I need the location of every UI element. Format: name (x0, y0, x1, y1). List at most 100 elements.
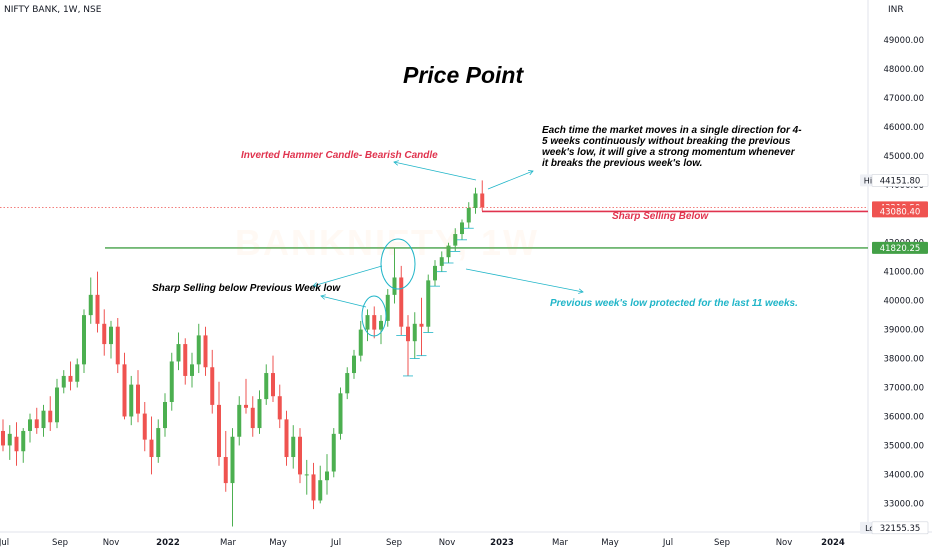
price-tick-label: 48000.00 (883, 65, 924, 75)
chart-title-annotation: Price Point (403, 62, 524, 88)
candle (129, 375, 134, 426)
time-tick-label: Mar (220, 538, 237, 548)
candle (61, 370, 66, 394)
candle (284, 410, 289, 466)
price-badge-value: 44151.80 (880, 176, 921, 186)
candle (358, 320, 363, 362)
candle (230, 428, 235, 527)
candle (163, 393, 167, 437)
time-tick-label: 2022 (156, 538, 180, 548)
arrow-to-sharp-selling (312, 265, 383, 288)
candle (257, 390, 262, 434)
candle (203, 326, 208, 376)
time-tick-label: May (269, 538, 287, 548)
candle (14, 422, 19, 466)
candle (318, 465, 323, 504)
candle (446, 242, 451, 263)
candle (95, 271, 100, 333)
price-tick-label: 35000.00 (883, 441, 924, 451)
price-tick-label: 38000.00 (883, 355, 924, 365)
time-tick-label: May (601, 538, 619, 548)
time-tick-label: 2023 (490, 538, 514, 548)
candle (311, 462, 316, 510)
price-tick-label: 46000.00 (883, 123, 924, 133)
time-tick-label: 2024 (821, 538, 845, 548)
candle (325, 454, 329, 495)
currency-label: INR (888, 5, 904, 15)
price-tick-label: 36000.00 (883, 412, 924, 422)
candle (406, 315, 410, 376)
candle (48, 396, 53, 431)
time-tick-label: Jul (0, 538, 9, 548)
price-tick-label: 34000.00 (883, 470, 924, 480)
price-badge-value: 32155.35 (880, 524, 921, 534)
symbol-header: NIFTY BANK, 1W, NSE (4, 5, 102, 15)
candle (419, 297, 424, 356)
prev-week-protected-label: Previous week's low protected for the la… (550, 298, 798, 309)
candle (392, 248, 397, 304)
candle (210, 349, 215, 414)
candle (433, 260, 437, 287)
time-tick-label: Nov (776, 538, 793, 548)
candle (196, 323, 201, 374)
candle (190, 352, 194, 388)
arrow-to-hammer-label (393, 160, 477, 181)
candle (75, 358, 80, 388)
candle (277, 384, 282, 429)
candle (115, 318, 120, 374)
candle (41, 404, 46, 437)
momentum-note: Each time the market moves in a single d… (542, 125, 802, 169)
candle (156, 419, 161, 463)
candle (365, 309, 370, 342)
price-tick-label: 47000.00 (883, 94, 924, 104)
watermark: BANKNIFTY, 1W (235, 222, 539, 263)
candle (1, 419, 5, 452)
candle (176, 332, 181, 371)
price-tick-label: 37000.00 (883, 384, 924, 394)
price-badge (871, 174, 929, 187)
candle (264, 364, 269, 405)
price-tick-label: 40000.00 (883, 297, 924, 307)
candle (68, 361, 73, 391)
candle (82, 309, 86, 374)
candle (55, 378, 59, 429)
candle (460, 219, 464, 240)
time-tick-label: Jul (330, 538, 341, 548)
candle (21, 428, 26, 463)
candle (379, 315, 383, 345)
candle (136, 370, 140, 423)
sharp-selling-prev-week-label: Sharp Selling below Previous Week low (152, 283, 341, 294)
time-tick-label: Sep (714, 538, 730, 548)
candle (122, 352, 127, 420)
candle (109, 320, 113, 359)
inverted-hammer-label: Inverted Hammer Candle- Bearish Candle (241, 150, 438, 161)
candle (480, 180, 485, 211)
time-tick-label: Sep (52, 538, 68, 548)
candle (102, 309, 107, 356)
price-badge-value: 41820.25 (880, 244, 921, 254)
arrow-to-note (487, 170, 534, 190)
candle (453, 228, 458, 252)
price-badge-value: 43080.40 (880, 207, 921, 217)
candle (345, 367, 350, 400)
candle (352, 349, 356, 379)
price-tick-label: 41000.00 (883, 268, 924, 278)
candle (271, 355, 275, 402)
candle (244, 378, 248, 414)
time-tick-label: Mar (552, 538, 569, 548)
price-tick-label: 33000.00 (883, 499, 924, 509)
price-badge (872, 241, 928, 254)
candle (223, 430, 228, 492)
candle (426, 274, 431, 333)
candle (88, 277, 93, 324)
candle (169, 352, 174, 411)
time-tick-label: Nov (103, 538, 120, 548)
time-tick-label: Nov (439, 538, 456, 548)
candle (183, 338, 188, 385)
highlight-ellipse (380, 238, 416, 290)
candle (338, 387, 343, 440)
candle (412, 312, 417, 359)
arrow-to-sharp-selling (320, 294, 367, 308)
time-tick-label: Sep (386, 538, 402, 548)
